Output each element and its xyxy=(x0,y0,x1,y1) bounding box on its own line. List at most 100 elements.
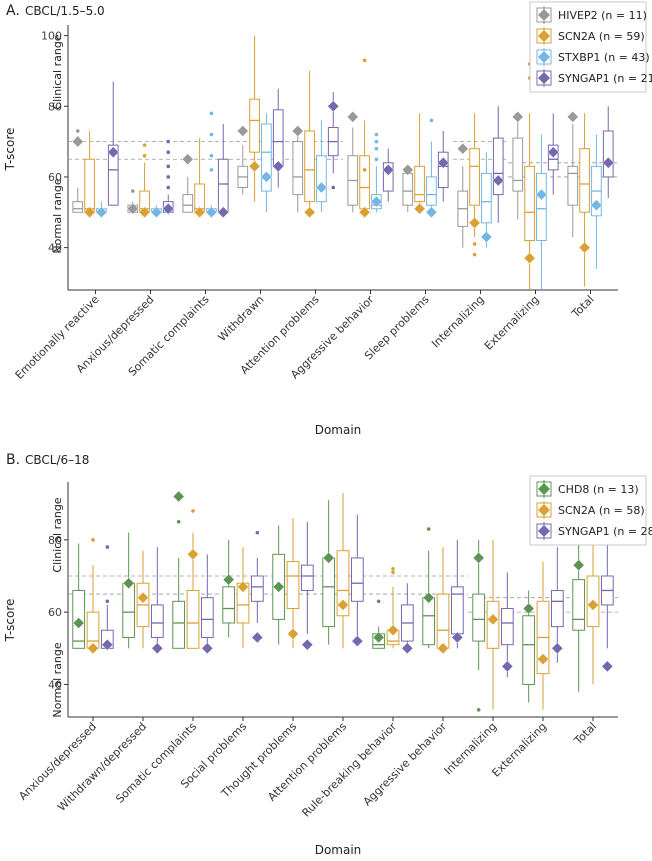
individual-diamond-scn2a xyxy=(87,642,99,655)
box-scn2a-externalizing xyxy=(536,561,550,710)
legend-key-diamond xyxy=(538,72,550,84)
iqr-box xyxy=(316,155,327,203)
outlier-point xyxy=(391,566,395,571)
iqr-box xyxy=(84,158,95,213)
individual-diamond-scn2a xyxy=(138,206,151,219)
individual-diamond-stxbp1 xyxy=(370,195,383,208)
individual-diamond-syngap1 xyxy=(327,100,340,113)
individual-diamond-hivep2 xyxy=(181,153,194,166)
individual-diamond-scn2a xyxy=(468,217,481,229)
outlier-point xyxy=(374,157,379,162)
box-stxbp1-externalizing xyxy=(536,134,547,290)
individual-diamond-scn2a xyxy=(83,206,96,219)
individual-diamond-syngap1 xyxy=(401,642,414,655)
series-stxbp1 xyxy=(95,111,603,290)
legend-item-syngap1: SYNGAP1 (n = 21) xyxy=(536,69,652,87)
iqr-box xyxy=(249,98,260,153)
outlier-point xyxy=(209,168,214,172)
iqr-box xyxy=(481,172,492,224)
individual-diamond-chd8 xyxy=(522,602,535,615)
iqr-box xyxy=(579,148,590,213)
outlier-point xyxy=(376,599,381,604)
box-scn2a-aggressive-behavior xyxy=(359,120,370,213)
individual-diamond-hivep2 xyxy=(346,111,359,123)
box-syngap1-emotionally-reactive xyxy=(107,81,119,206)
legend-key-diamond xyxy=(538,504,550,516)
panel-a-xlabel: Domain xyxy=(315,423,362,437)
box-hivep2-internalizing xyxy=(457,166,469,248)
outlier-point xyxy=(362,168,367,172)
individual-diamond-scn2a xyxy=(387,624,399,637)
box-hivep2-attention-problems xyxy=(292,131,304,213)
iqr-box xyxy=(567,165,579,206)
panel-b: B. CBCL/6–18 T-score Domain Clinical ran… xyxy=(3,452,652,857)
outlier-point xyxy=(142,143,147,147)
box-chd8-anxious-depressed xyxy=(72,543,86,649)
individual-diamond-chd8 xyxy=(272,581,285,593)
outlier-point xyxy=(142,153,147,158)
outlier-point xyxy=(176,519,181,524)
outlier-point xyxy=(374,132,379,137)
iqr-box xyxy=(512,137,524,192)
x-tick-label-internalizing: Internalizing xyxy=(429,293,486,350)
individual-diamond-chd8 xyxy=(172,490,185,503)
outlier-point xyxy=(426,527,431,531)
panel-a-legend: HIVEP2 (n = 11) SCN2A (n = 59) STXBP1 (n =… xyxy=(529,1,652,93)
iqr-box xyxy=(524,165,535,242)
outlier-point xyxy=(374,139,379,144)
individual-diamond-syngap1 xyxy=(251,631,264,644)
box-scn2a-rule-breaking-behavior xyxy=(386,586,400,649)
legend-key-diamond xyxy=(538,9,550,21)
outlier-point xyxy=(209,132,214,137)
individual-diamond-scn2a xyxy=(523,252,536,264)
x-tick-label-withdrawn: Withdrawn xyxy=(216,293,267,344)
legend-label-syngap1: SYNGAP1 (n = 21) xyxy=(558,72,652,85)
outlier-point xyxy=(75,129,80,133)
individual-diamond-scn2a xyxy=(358,206,371,219)
individual-diamond-scn2a xyxy=(578,241,591,254)
individual-diamond-chd8 xyxy=(422,591,435,604)
individual-diamond-scn2a xyxy=(587,599,599,611)
individual-diamond-stxbp1 xyxy=(260,171,273,183)
y-tick-label: 100 xyxy=(41,30,62,43)
iqr-box xyxy=(286,561,300,610)
iqr-box xyxy=(469,148,480,206)
individual-diamond-syngap1 xyxy=(547,146,560,158)
y-tick-label: 80 xyxy=(48,534,62,547)
iqr-box xyxy=(402,172,414,206)
box-scn2a-social-problems xyxy=(236,547,250,649)
individual-diamond-chd8 xyxy=(372,631,385,644)
box-syngap1-total xyxy=(602,106,614,199)
individual-diamond-syngap1 xyxy=(301,638,314,651)
outlier-point xyxy=(105,545,110,549)
outlier-point xyxy=(166,175,171,179)
box-syngap1-withdrawn xyxy=(272,88,284,188)
box-scn2a-attention-problems xyxy=(304,70,315,213)
iqr-box xyxy=(550,589,564,628)
series-chd8 xyxy=(72,490,586,712)
box-hivep2-sleep-problems xyxy=(402,169,414,213)
individual-diamond-scn2a xyxy=(303,206,316,219)
box-syngap1-attention-problems xyxy=(350,514,364,642)
panel-b-xlabel: Domain xyxy=(315,843,362,857)
box-hivep2-total xyxy=(567,123,579,237)
box-chd8-withdrawn-depressed xyxy=(122,532,136,649)
individual-diamond-syngap1 xyxy=(437,157,450,169)
iqr-box xyxy=(182,194,194,213)
x-tick-label-withdrawn-depressed: Withdrawn/depressed xyxy=(55,720,149,814)
individual-diamond-scn2a xyxy=(337,599,349,611)
iqr-box xyxy=(472,593,486,642)
iqr-box xyxy=(292,141,304,196)
box-scn2a-total xyxy=(579,113,590,287)
panel-a-label: A. xyxy=(6,3,20,19)
outlier-point xyxy=(472,252,477,257)
outlier-point xyxy=(191,509,195,513)
individual-diamond-scn2a xyxy=(487,613,499,626)
individual-diamond-stxbp1 xyxy=(95,206,108,219)
individual-diamond-scn2a xyxy=(248,160,261,173)
legend-item-syngap1: SYNGAP1 (n = 28) xyxy=(536,522,652,540)
series-syngap1 xyxy=(107,81,615,223)
box-stxbp1-attention-problems xyxy=(316,120,327,213)
individual-diamond-chd8 xyxy=(222,573,235,586)
